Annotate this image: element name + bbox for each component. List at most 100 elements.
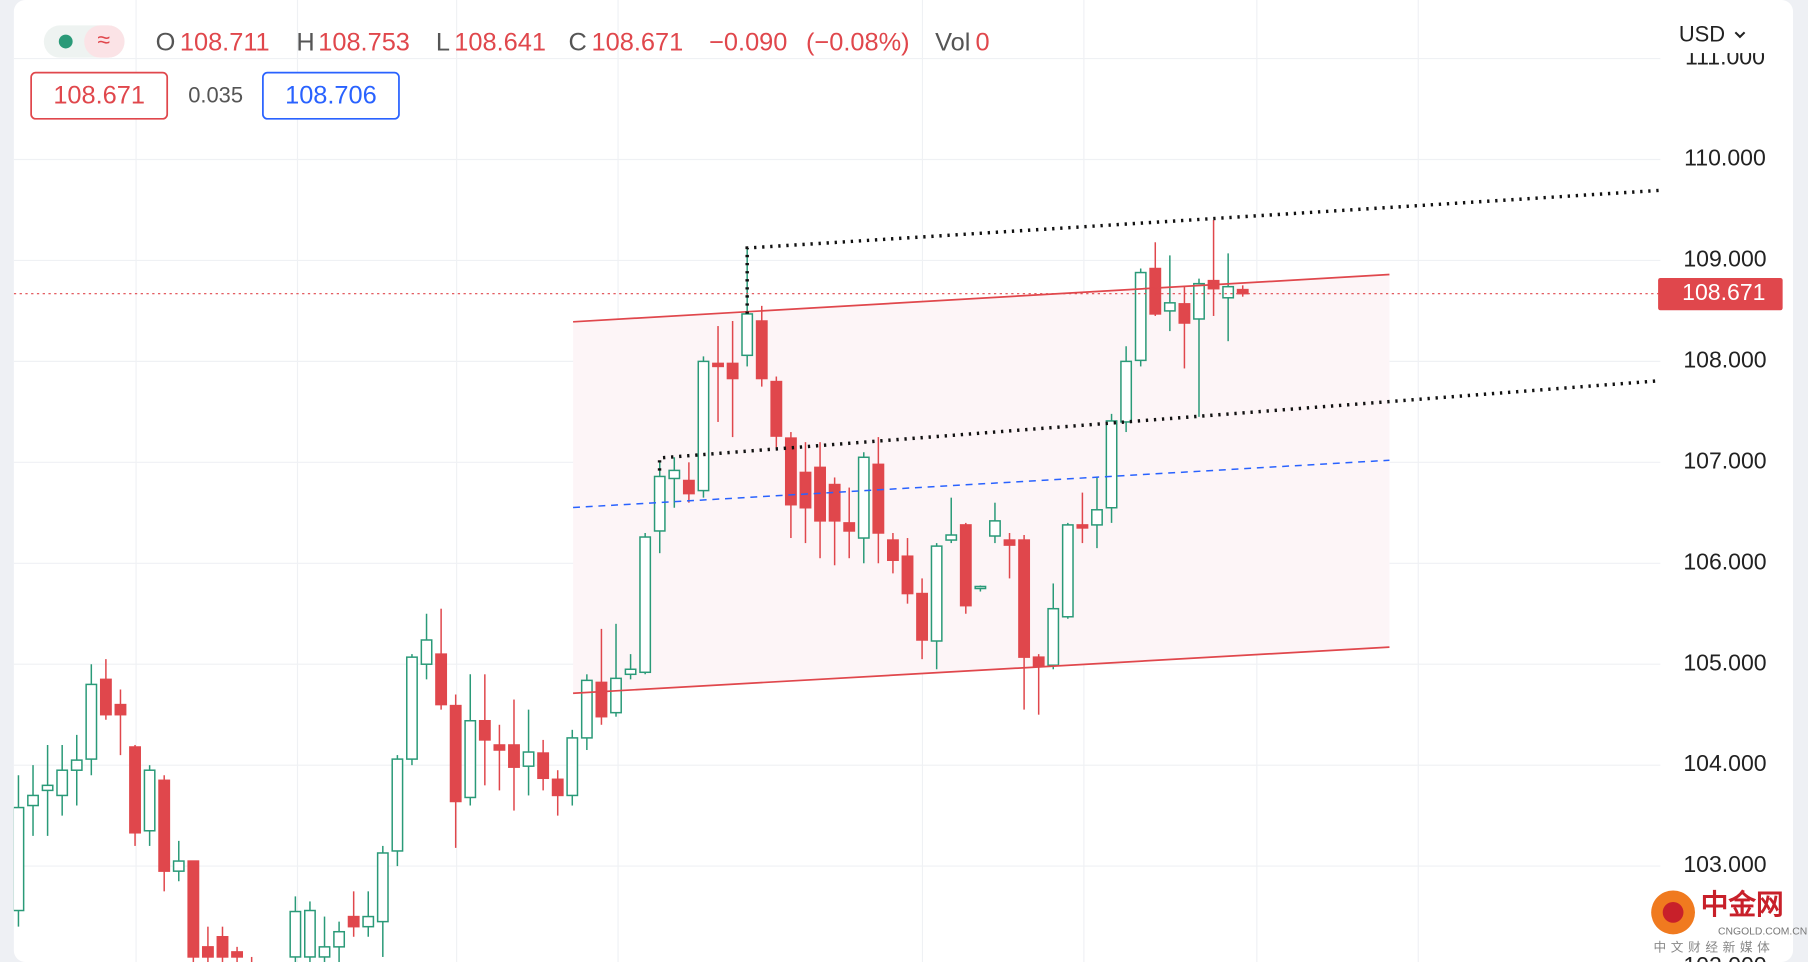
label: L — [436, 29, 450, 57]
bid-button[interactable] — [30, 71, 169, 120]
channel-line — [573, 273, 1390, 323]
mid-line — [573, 459, 1390, 509]
ask-button[interactable] — [262, 71, 400, 120]
candle-body — [391, 758, 404, 852]
drawings-top — [573, 188, 1661, 695]
candle-body — [945, 534, 958, 541]
candle-body — [435, 653, 448, 706]
currency-bg — [1665, 16, 1781, 54]
candle-body — [1032, 656, 1045, 667]
candle-body — [537, 752, 550, 780]
candle-body — [70, 759, 83, 771]
candle-body — [857, 456, 870, 539]
candle-body — [508, 744, 520, 768]
value: 0 — [975, 29, 989, 57]
candle-body — [216, 936, 229, 958]
change: −0.090 — [709, 29, 787, 57]
candle-body — [99, 678, 112, 716]
candle-body — [595, 681, 608, 718]
header: ≈ O 108.711 H 108.753 L 108.641 C 108.67… — [30, 25, 990, 120]
candle-body — [1178, 303, 1191, 324]
candle-body — [1061, 524, 1074, 618]
candle-body — [1149, 267, 1162, 315]
candle-body — [347, 915, 360, 928]
candle-body — [522, 751, 535, 767]
value: 108.671 — [592, 29, 684, 57]
candle-body — [85, 683, 98, 760]
candle-body — [901, 555, 914, 595]
label: O — [156, 29, 176, 57]
candle-body — [1105, 420, 1118, 509]
candle-body — [580, 679, 593, 739]
candle-body — [464, 719, 477, 799]
candle-body — [682, 479, 695, 495]
candle-body — [551, 778, 564, 797]
candle-body — [333, 930, 346, 948]
candle-body — [712, 362, 724, 368]
candle-body — [989, 520, 1001, 537]
label: H — [296, 29, 314, 57]
candle-body — [1047, 607, 1060, 666]
y-tick-label: 107.000 — [1683, 447, 1766, 473]
candle-body — [697, 360, 710, 492]
candle-body — [741, 313, 754, 357]
candle-body — [478, 719, 491, 741]
candle-body — [610, 677, 622, 714]
y-tick-label: 105.000 — [1683, 649, 1766, 675]
candle-body — [828, 483, 841, 522]
price-label: 108.671 — [1682, 279, 1765, 305]
y-tick-label: 104.000 — [1683, 750, 1766, 776]
candle-body — [624, 668, 637, 676]
bid: 108.671 — [53, 82, 145, 110]
label: C — [568, 29, 586, 57]
candle-body — [1222, 285, 1235, 299]
price-axis: 102.000 103.000 104.000 105.000 106.000 107.0… — [1683, 44, 1766, 962]
candle-body — [13, 806, 25, 912]
chevron — [1734, 31, 1746, 39]
y-tick-label: 106.000 — [1683, 548, 1766, 574]
candle-body — [639, 536, 652, 674]
candle-body — [1236, 288, 1249, 295]
candle-body — [114, 703, 127, 716]
toggle-icon: ≈ — [97, 27, 110, 53]
candle-body — [843, 522, 856, 532]
candle-body — [1193, 282, 1205, 320]
candle-body — [784, 437, 797, 506]
candle-body — [41, 784, 54, 792]
logo-icon-inner — [1662, 902, 1684, 923]
candle-body — [56, 769, 69, 797]
value: 108.711 — [180, 29, 270, 57]
candle-body — [974, 585, 987, 590]
currency[interactable]: USD — [1679, 22, 1725, 47]
candle-body — [1134, 271, 1147, 362]
candle-body — [201, 946, 214, 958]
candle-body — [916, 592, 929, 641]
candle-body — [1076, 524, 1089, 529]
candle-body — [930, 545, 943, 642]
candle-body — [406, 656, 418, 760]
candle-body — [420, 639, 433, 665]
y-tick-label: 103.000 — [1683, 851, 1766, 877]
value: 108.753 — [318, 29, 410, 57]
price-label-bg — [1658, 277, 1783, 311]
toggle-right[interactable] — [84, 25, 125, 58]
change-pct: (−0.08%) — [806, 29, 910, 57]
label: Vol — [935, 29, 970, 57]
candle-body — [1018, 539, 1031, 658]
candle-body — [799, 471, 812, 509]
candle-body — [318, 946, 331, 958]
candle-body — [143, 769, 156, 832]
logo-name: 中金网 — [1701, 889, 1784, 920]
status-dot — [58, 34, 73, 49]
channel-line — [573, 646, 1390, 695]
candle-body — [289, 910, 302, 958]
candle-body — [158, 779, 171, 872]
candle-body — [27, 794, 39, 807]
candle-body — [566, 737, 579, 797]
trend-line — [745, 188, 1661, 314]
value: 108.641 — [454, 29, 546, 57]
y-tick-label: 108.000 — [1683, 346, 1766, 372]
candle-body — [668, 469, 681, 480]
